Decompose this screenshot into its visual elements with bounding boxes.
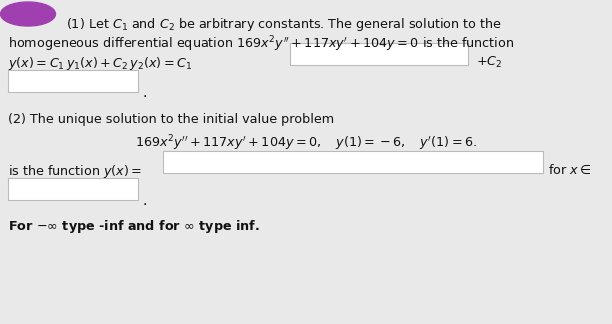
Text: $169x^2y'' + 117xy' + 104y = 0, \quad y(1) = -6, \quad y'(1) = 6.$: $169x^2y'' + 117xy' + 104y = 0, \quad y(… — [135, 133, 477, 153]
FancyBboxPatch shape — [290, 43, 468, 65]
FancyBboxPatch shape — [163, 151, 543, 173]
Text: (1) Let $C_1$ and $C_2$ be arbitrary constants. The general solution to the: (1) Let $C_1$ and $C_2$ be arbitrary con… — [66, 16, 502, 33]
Text: (2) The unique solution to the initial value problem: (2) The unique solution to the initial v… — [8, 113, 334, 126]
Text: for $x \in$: for $x \in$ — [548, 163, 592, 177]
Text: .: . — [143, 86, 147, 100]
Text: .: . — [143, 194, 147, 208]
FancyBboxPatch shape — [8, 178, 138, 200]
Text: $y(x) = C_1\, y_1(x) + C_2\, y_2(x) = C_1$: $y(x) = C_1\, y_1(x) + C_2\, y_2(x) = C_… — [8, 55, 192, 72]
Text: $+C_2$: $+C_2$ — [476, 55, 502, 70]
Text: is the function $y(x) =$: is the function $y(x) =$ — [8, 163, 142, 180]
Text: homogeneous differential equation $169x^2y'' + 117xy' + 104y = 0$ is the functio: homogeneous differential equation $169x^… — [8, 34, 514, 53]
Ellipse shape — [1, 2, 56, 26]
FancyBboxPatch shape — [8, 70, 138, 92]
Text: For $-\infty$ type -inf and for $\infty$ type inf.: For $-\infty$ type -inf and for $\infty$… — [8, 218, 259, 235]
